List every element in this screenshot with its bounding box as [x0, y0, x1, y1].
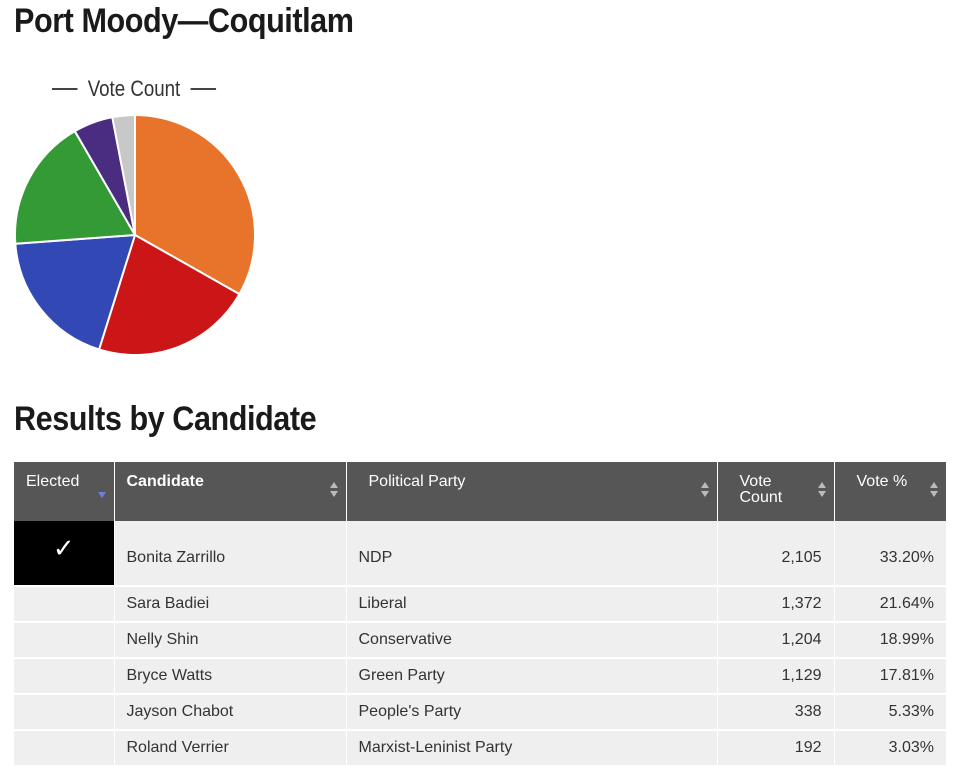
table-row: Bryce Watts Green Party 1,129 17.81% [14, 658, 946, 695]
header-elected[interactable]: Elected [14, 462, 115, 521]
vote-percent-cell: 17.81% [834, 658, 946, 695]
table-header-row: Elected Candidate Political Party Vote C… [14, 462, 946, 521]
table-row: Jayson Chabot People's Party 338 5.33% [14, 694, 946, 731]
chart-legend[interactable]: Vote Count [52, 76, 216, 102]
results-heading: Results by Candidate [14, 400, 317, 438]
table-row: Sara Badiei Liberal 1,372 21.64% [14, 586, 946, 623]
vote-percent-cell: 33.20% [834, 521, 946, 587]
results-table: Elected Candidate Political Party Vote C… [14, 462, 946, 767]
legend-label: Vote Count [87, 76, 181, 101]
sort-icon [329, 482, 338, 498]
results-table-body: ✓ Bonita Zarrillo NDP 2,105 33.20% Sara Badie… [14, 521, 946, 767]
pie-slice-3[interactable] [14, 233, 137, 351]
candidate-cell: Jayson Chabot [114, 694, 347, 731]
vote-percent-cell: 3.03% [834, 730, 946, 767]
header-party-label: Political Party [368, 473, 466, 490]
candidate-cell: Sara Badiei [114, 586, 347, 623]
vote-count-cell: 338 [717, 694, 835, 731]
pie-slice-4[interactable] [14, 129, 137, 245]
vote-count-cell: 1,372 [717, 586, 835, 623]
candidate-cell: Nelly Shin [114, 622, 347, 659]
table-row: ✓ Bonita Zarrillo NDP 2,105 33.20% [14, 521, 946, 587]
pie-slice-6[interactable] [111, 113, 136, 236]
party-cell: Green Party [346, 658, 718, 695]
sort-icon [700, 482, 709, 498]
vote-count-cell: 2,105 [717, 521, 835, 587]
party-cell: NDP [346, 521, 718, 587]
table-row: Nelly Shin Conservative 1,204 18.99% [14, 622, 946, 659]
elected-cell [14, 694, 115, 731]
elected-cell [14, 658, 115, 695]
vote-percent-cell: 18.99% [834, 622, 946, 659]
party-cell: Conservative [346, 622, 718, 659]
vote-percent-cell: 21.64% [834, 586, 946, 623]
candidate-cell: Roland Verrier [114, 730, 347, 767]
legend-dash-right [190, 88, 216, 90]
page-title: Port Moody—Coquitlam [14, 2, 354, 40]
candidate-cell: Bonita Zarrillo [114, 521, 347, 587]
candidate-cell: Bryce Watts [114, 658, 347, 695]
pie-slice-1[interactable] [134, 113, 256, 296]
elected-cell [14, 730, 115, 767]
sort-desc-icon [97, 492, 106, 498]
elected-cell: ✓ [14, 521, 115, 587]
header-votes[interactable]: Vote Count [717, 462, 835, 521]
legend-dash-left [52, 88, 78, 90]
table-row: Roland Verrier Marxist-Leninist Party 192 3… [14, 730, 946, 767]
party-cell: Marxist-Leninist Party [346, 730, 718, 767]
header-candidate-label: Candidate [126, 473, 204, 490]
elected-cell [14, 586, 115, 623]
header-pct[interactable]: Vote % [834, 462, 946, 521]
vote-count-cell: 1,204 [717, 622, 835, 659]
header-party[interactable]: Political Party [346, 462, 718, 521]
header-elected-label: Elected [26, 473, 80, 490]
vote-percent-cell: 5.33% [834, 694, 946, 731]
vote-count-cell: 1,129 [717, 658, 835, 695]
party-cell: Liberal [346, 586, 718, 623]
header-votes-label: Vote Count [739, 473, 783, 506]
elected-cell [14, 622, 115, 659]
sort-icon [930, 482, 938, 498]
vote-count-pie-chart [14, 113, 256, 356]
header-pct-label: Vote % [856, 473, 908, 490]
vote-count-cell: 192 [717, 730, 835, 767]
party-cell: People's Party [346, 694, 718, 731]
sort-icon [817, 482, 826, 498]
header-candidate[interactable]: Candidate [114, 462, 347, 521]
pie-slice-2[interactable] [97, 233, 241, 356]
